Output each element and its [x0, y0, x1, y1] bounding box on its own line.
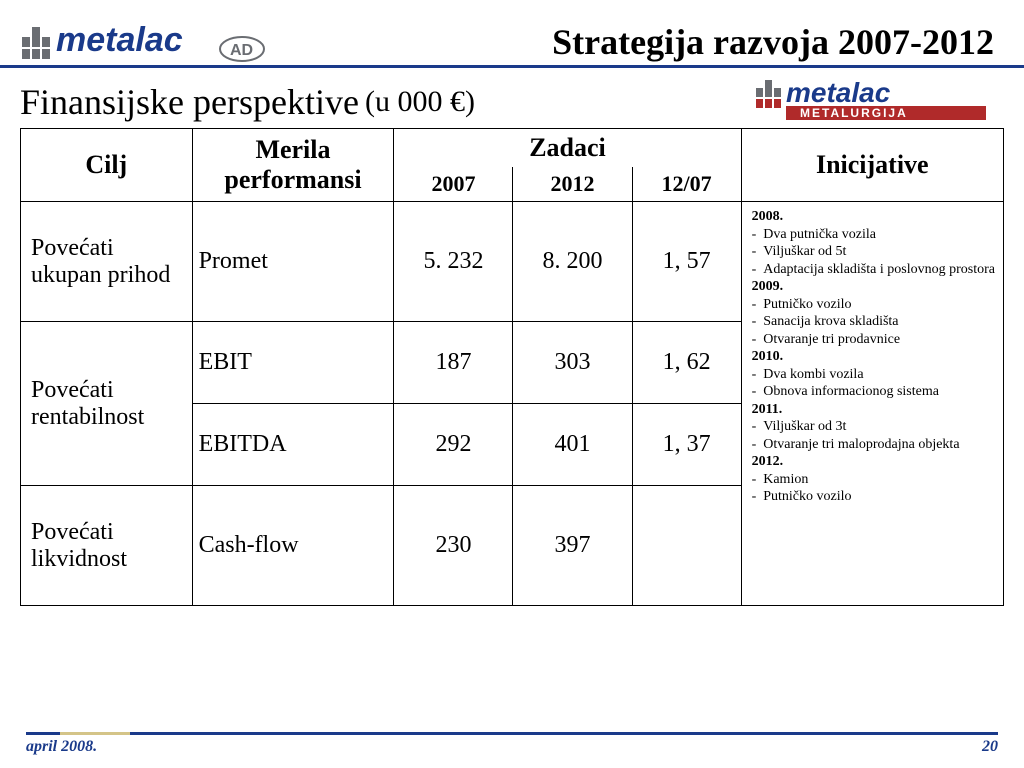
cell-2007: 292: [394, 404, 513, 486]
cell-2007: 187: [394, 322, 513, 404]
cell-cilj: Povećati rentabilnost: [21, 322, 193, 486]
logo-main: metalac AD: [20, 13, 270, 65]
svg-text:metalac: metalac: [786, 77, 891, 108]
svg-text:METALURGIJA: METALURGIJA: [800, 106, 908, 120]
cell-ratio: [632, 486, 741, 606]
cell-inicijative: 2008.- Dva putnička vozila- Viljuškar od…: [741, 202, 1003, 606]
cell-ratio: 1, 57: [632, 202, 741, 322]
svg-text:metalac: metalac: [56, 21, 183, 59]
cell-ratio: 1, 62: [632, 322, 741, 404]
footer-date: april 2008.: [26, 738, 97, 756]
cell-2012: 397: [513, 486, 632, 606]
svg-text:AD: AD: [230, 42, 253, 59]
th-2007: 2007: [394, 167, 513, 202]
data-table-wrap: Cilj Merila performansi Zadaci Inicijati…: [0, 128, 1024, 606]
footer-page-number: 20: [982, 738, 998, 756]
cell-2012: 8. 200: [513, 202, 632, 322]
cell-2007: 5. 232: [394, 202, 513, 322]
cell-cilj: Povećati likvidnost: [21, 486, 193, 606]
slide-header: metalac AD Strategija razvoja 2007-2012: [0, 0, 1024, 68]
cell-2012: 401: [513, 404, 632, 486]
cell-cilj: Povećati ukupan prihod: [21, 202, 193, 322]
subtitle-row: Finansijske perspektive (u 000 €) metala…: [0, 68, 1024, 128]
footer-accent: [60, 732, 130, 735]
cell-merila: EBIT: [192, 322, 394, 404]
data-table: Cilj Merila performansi Zadaci Inicijati…: [20, 128, 1004, 606]
cell-merila: EBITDA: [192, 404, 394, 486]
cell-ratio: 1, 37: [632, 404, 741, 486]
cell-merila: Promet: [192, 202, 394, 322]
th-cilj: Cilj: [21, 129, 193, 202]
th-inicijative: Inicijative: [741, 129, 1003, 202]
th-ratio: 12/07: [632, 167, 741, 202]
cell-2012: 303: [513, 322, 632, 404]
subtitle-main: Finansijske perspektive: [20, 81, 359, 123]
th-2012: 2012: [513, 167, 632, 202]
th-zadaci: Zadaci: [394, 129, 741, 168]
slide-footer: april 2008. 20: [0, 738, 1024, 756]
subtitle-unit: (u 000 €): [365, 85, 475, 119]
th-merila: Merila performansi: [192, 129, 394, 202]
table-row: Povećati ukupan prihod Promet 5. 232 8. …: [21, 202, 1004, 322]
cell-merila: Cash-flow: [192, 486, 394, 606]
cell-2007: 230: [394, 486, 513, 606]
logo-sub: metalac METALURGIJA: [754, 74, 1004, 124]
slide-title: Strategija razvoja 2007-2012: [270, 21, 1004, 65]
